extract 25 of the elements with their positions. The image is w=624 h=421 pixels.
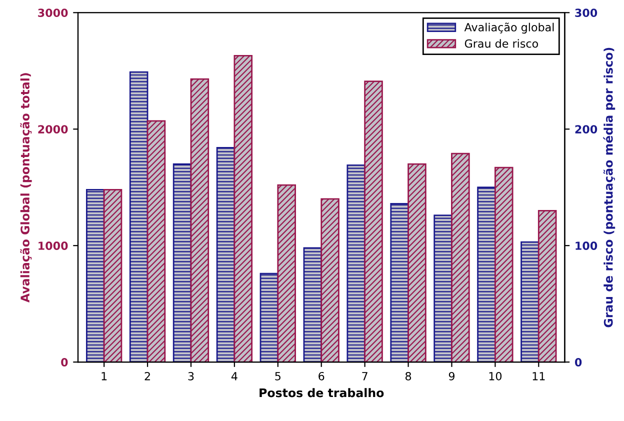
y-tick-label: 2000: [38, 125, 68, 134]
x-tick-label: 6: [318, 372, 324, 380]
y2-tick-label: 100: [576, 242, 598, 250]
legend-label: Avaliação global: [464, 22, 554, 34]
y-tick-label: 1000: [38, 242, 68, 250]
x-tick-label: 10: [489, 372, 502, 380]
y-tick-label: 3000: [38, 8, 68, 18]
x-tick-label: 1: [102, 372, 107, 380]
x-tick-label: 11: [532, 372, 545, 380]
y2-tick-label: 300: [575, 8, 598, 18]
y2-tick-label: 200: [575, 125, 598, 134]
x-axis-title: Postos de trabalho: [260, 388, 384, 398]
x-tick-label: 8: [405, 372, 412, 380]
bar: [277, 184, 296, 362]
y2-tick-label: 0: [574, 358, 582, 366]
x-tick-label: 3: [188, 372, 194, 380]
y-axis-title: Avaliação Global (pontuação total): [20, 73, 32, 302]
x-tick-label: 4: [231, 372, 238, 380]
legend-label: Grau de risco: [464, 39, 538, 48]
x-tick-label: 2: [144, 372, 150, 380]
x-tick-label: 7: [362, 372, 368, 380]
y-tick-label: 0: [61, 358, 68, 366]
x-tick-label: 5: [275, 372, 280, 380]
x-tick-label: 9: [448, 372, 454, 380]
y2-axis-title: Grau de risco (pontuação média por risco): [603, 48, 616, 328]
